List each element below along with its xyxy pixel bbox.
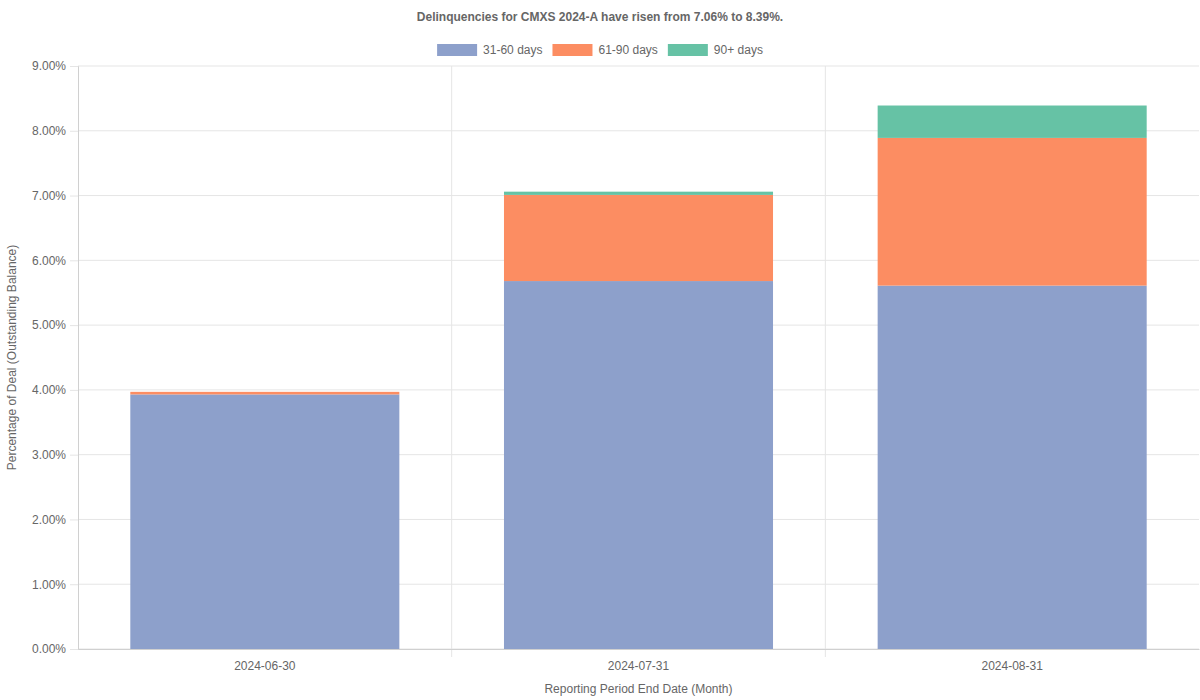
legend-swatch xyxy=(437,44,477,56)
legend-item: 61-90 days xyxy=(552,43,657,57)
tick-label: 1.00% xyxy=(32,578,66,592)
tick: 2.00% xyxy=(32,513,78,527)
bar xyxy=(504,281,773,649)
tick: 9.00% xyxy=(32,59,78,73)
tick-mark xyxy=(70,66,78,67)
tick-label: 9.00% xyxy=(32,59,66,73)
tick: 0.00% xyxy=(32,642,78,656)
tick-mark xyxy=(70,131,78,132)
series xyxy=(504,106,1147,195)
grid xyxy=(78,66,1199,657)
axis-line xyxy=(79,649,1200,650)
y-axis: 0.00% 1.00% 2.00% 3.00% 4.00% 5.00% 6.00% 7.00%… xyxy=(32,59,79,656)
tick: 4.00% xyxy=(32,383,78,397)
tick-label: 5.00% xyxy=(32,318,66,332)
tick-mark xyxy=(70,519,78,520)
legend-label: 61-90 days xyxy=(598,43,657,57)
legend-item: 90+ days xyxy=(668,43,763,57)
bar xyxy=(130,394,399,649)
legend-label: 31-60 days xyxy=(483,43,542,57)
title: Delinquencies for CMXS 2024-A have risen… xyxy=(417,10,783,24)
bar xyxy=(504,195,773,281)
tick-label: 2024-08-31 xyxy=(981,659,1043,673)
tick: 8.00% xyxy=(32,124,78,138)
tick-mark xyxy=(70,455,78,456)
legend-swatch xyxy=(668,44,708,56)
tick: 3.00% xyxy=(32,448,78,462)
tick-label: 0.00% xyxy=(32,642,66,656)
tick-label: 2.00% xyxy=(32,513,66,527)
chart: 0.00% 1.00% 2.00% 3.00% 4.00% 5.00% 6.00% 7.00%… xyxy=(0,0,1200,700)
tick-label: 8.00% xyxy=(32,124,66,138)
tick: 2024-06-30 xyxy=(234,649,296,673)
tick: 1.00% xyxy=(32,578,78,592)
bars xyxy=(130,106,1146,649)
tick: 6.00% xyxy=(32,254,78,268)
tick-mark xyxy=(70,260,78,261)
tick-label: 7.00% xyxy=(32,189,66,203)
category-separator xyxy=(825,66,826,657)
legend-swatch xyxy=(552,44,592,56)
bar xyxy=(878,106,1147,138)
tick-mark xyxy=(70,196,78,197)
category-separator xyxy=(451,66,452,657)
x-axis-title: Reporting Period End Date (Month) xyxy=(544,682,732,696)
tick: 7.00% xyxy=(32,189,78,203)
tick-label: 2024-06-30 xyxy=(234,659,296,673)
tick: 2024-07-31 xyxy=(608,649,670,673)
tick: 2024-08-31 xyxy=(981,649,1043,673)
tick-mark xyxy=(70,325,78,326)
tick-mark xyxy=(70,390,78,391)
bar xyxy=(504,192,773,195)
legend: 31-60 days 61-90 days 90+ days xyxy=(437,43,763,57)
tick: 5.00% xyxy=(32,318,78,332)
tick-label: 4.00% xyxy=(32,383,66,397)
legend-item: 31-60 days xyxy=(437,43,542,57)
series xyxy=(130,281,1146,649)
bar xyxy=(878,286,1147,649)
bar xyxy=(878,138,1147,286)
axis-line xyxy=(70,67,79,650)
grid-line xyxy=(78,66,1199,67)
tick-label: 2024-07-31 xyxy=(608,659,670,673)
legend-label: 90+ days xyxy=(714,43,763,57)
tick-mark xyxy=(70,649,78,650)
bar xyxy=(130,391,399,392)
y-axis-title: Percentage of Deal (Outstanding Balance) xyxy=(5,245,19,470)
plot: 0.00% 1.00% 2.00% 3.00% 4.00% 5.00% 6.00% 7.00%… xyxy=(32,59,1200,672)
bar xyxy=(130,392,399,395)
tick-label: 3.00% xyxy=(32,448,66,462)
tick-mark xyxy=(70,584,78,585)
x-axis: 2024-06-30 2024-07-31 2024-08-31 xyxy=(79,649,1200,673)
series xyxy=(130,138,1146,395)
tick-label: 6.00% xyxy=(32,254,66,268)
